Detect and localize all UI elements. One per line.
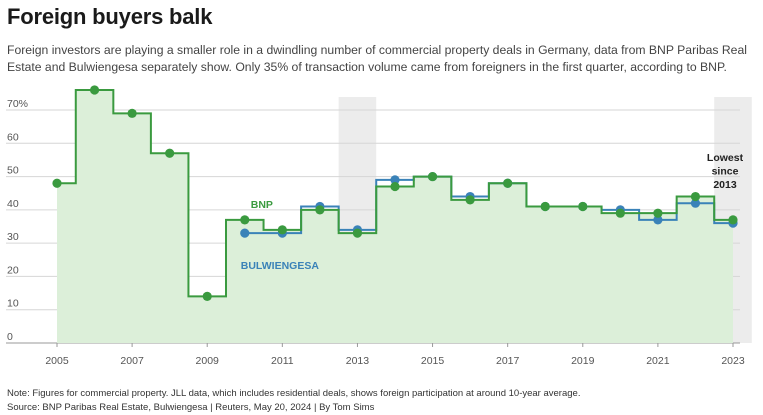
annotation-line: Lowest: [707, 152, 744, 164]
x-tick-label: 2013: [346, 355, 370, 367]
series-lines: [57, 89, 733, 298]
bnp-point-2020: [615, 208, 625, 218]
series-labels: BNP BULWIENGESA: [241, 199, 320, 272]
bnp-area: [57, 90, 733, 344]
x-tick-label: 2017: [496, 355, 520, 367]
bnp-point-2005: [52, 178, 62, 188]
y-tick-label: 20: [7, 264, 19, 276]
annotation-line: 2013: [713, 179, 737, 191]
y-tick-label: 30: [7, 231, 19, 243]
data-points: [52, 85, 738, 301]
x-tick-label: 2009: [196, 355, 220, 367]
bnp-point-2015: [427, 171, 438, 182]
bnp-point-2007: [127, 108, 137, 118]
bnp-point-2010: [240, 215, 250, 225]
x-tick-label: 2005: [45, 355, 69, 367]
x-tick-label: 2007: [120, 355, 144, 367]
annotation-line: since: [712, 166, 739, 178]
bnp-point-2017: [503, 178, 513, 188]
bnp-point-2008: [165, 148, 175, 158]
bnp-point-2009: [202, 291, 212, 301]
footnote: Note: Figures for commercial property. J…: [7, 388, 581, 399]
bulwiengesa-point-2021: [653, 215, 663, 225]
bulwiengesa-point-2014: [390, 175, 400, 185]
x-tick-label: 2019: [571, 355, 595, 367]
y-axis: 0 10 20 30 40 50 60 70%: [7, 98, 28, 343]
bnp-point-2014: [390, 181, 400, 192]
x-tick-label: 2023: [721, 355, 745, 367]
bnp-point-2013: [352, 228, 363, 238]
y-tick-label: 70%: [7, 98, 28, 110]
bnp-point-2022: [690, 191, 701, 202]
y-tick-label: 60: [7, 131, 19, 143]
x-tick-label: 2015: [421, 355, 445, 367]
bnp-point-2021: [653, 208, 663, 218]
x-tick-label: 2021: [646, 355, 670, 367]
chart-title: Foreign buyers balk: [7, 4, 213, 29]
y-tick-label: 0: [7, 331, 13, 343]
bnp-point-2016: [465, 195, 475, 205]
bulwiengesa-label: BULWIENGESA: [241, 260, 320, 272]
bulwiengesa-point-2022: [690, 198, 701, 208]
bnp-label: BNP: [251, 199, 273, 211]
bulwiengesa-point-2010: [240, 228, 250, 238]
y-tick-label: 50: [7, 165, 19, 177]
bnp-point-2012: [315, 205, 325, 215]
step-line-chart: 0 10 20 30 40 50 60 70% 2005 2007 2009 2011 2013 201…: [6, 85, 752, 367]
chart-subtitle: Foreign investors are playing a smaller …: [7, 43, 747, 74]
bnp-point-2006: [89, 85, 100, 95]
bnp-point-2023: [728, 215, 738, 225]
bnp-area-fill: [57, 90, 733, 344]
bnp-line: [57, 89, 733, 298]
bnp-point-2011: [277, 225, 287, 235]
x-tick-label: 2011: [271, 355, 294, 367]
source-line: Source: BNP Paribas Real Estate, Bulwien…: [7, 402, 375, 413]
y-tick-label: 40: [7, 198, 19, 210]
y-tick-label: 10: [7, 298, 19, 310]
bnp-point-2019: [578, 201, 588, 212]
x-axis: 2005 2007 2009 2011 2013 2015 2017 2019 2021 2023: [45, 343, 745, 367]
bnp-point-2018: [540, 201, 550, 212]
